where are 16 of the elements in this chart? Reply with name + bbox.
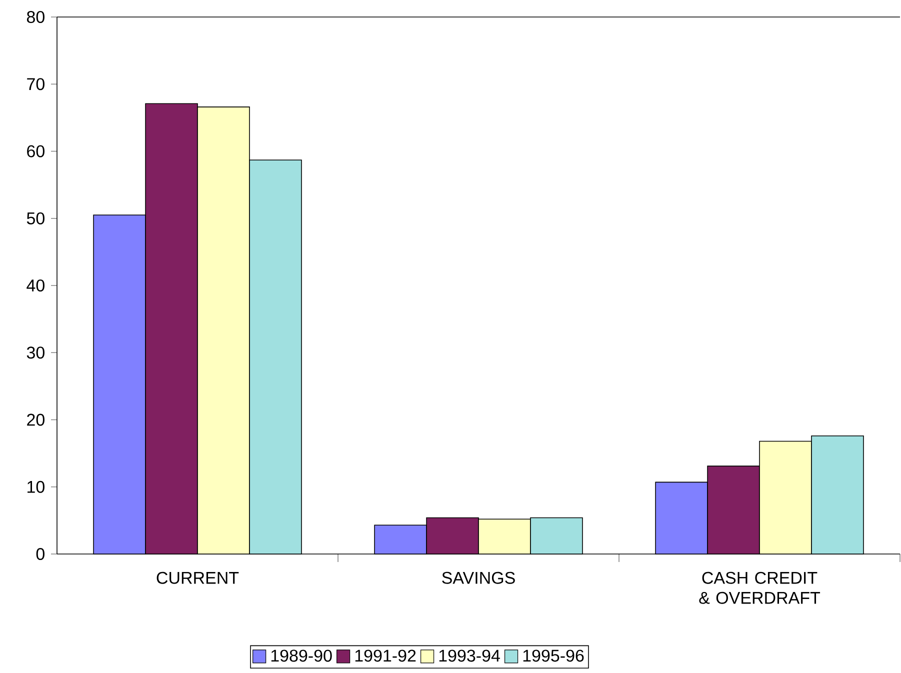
x-tick-label: SAVINGS [442, 572, 515, 584]
y-tick-label: 30 [26, 346, 44, 359]
legend-label: 1995-96 [523, 650, 584, 662]
y-tick-label: 20 [27, 414, 44, 426]
legend-label: 1989-90 [271, 650, 332, 662]
legend-label: 1993-94 [439, 650, 500, 662]
x-tick-label: CURRENT [156, 572, 239, 584]
y-tick-label: 40 [26, 279, 44, 292]
y-tick-label: 0 [36, 548, 44, 560]
y-tick-label: 10 [28, 480, 44, 493]
y-tick-label: 80 [26, 10, 44, 24]
y-tick-label: 60 [27, 145, 44, 158]
legend-label: 1991-92 [355, 650, 416, 662]
y-tick-label: 50 [26, 212, 44, 224]
y-tick-label: 70 [27, 78, 44, 90]
x-tick-label: CASH CREDIT & OVERDRAFT [699, 572, 820, 604]
